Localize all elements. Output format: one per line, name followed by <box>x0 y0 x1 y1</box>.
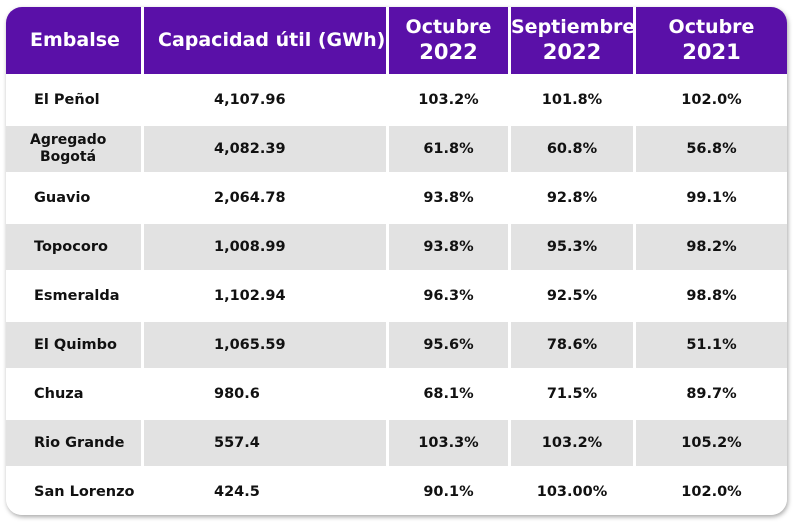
table-row: Agregado Bogotá 4,082.39 61.8% 60.8% 56.… <box>6 123 787 172</box>
cell-oct-2021: 99.1% <box>636 172 787 221</box>
cell-oct-2022: 61.8% <box>389 123 511 172</box>
cell-oct-2021: 102.0% <box>636 74 787 123</box>
cell-oct-2021: 51.1% <box>636 319 787 368</box>
cell-oct-2021: 98.2% <box>636 221 787 270</box>
header-oct-2022: Octubre 2022 <box>389 7 511 74</box>
header-oct-2022-year: 2022 <box>419 39 478 64</box>
table-row: San Lorenzo 424.5 90.1% 103.00% 102.0% <box>6 466 787 515</box>
cell-oct-2022: 103.2% <box>389 74 511 123</box>
cell-embalse: Chuza <box>6 368 144 417</box>
cell-capacidad: 1,102.94 <box>144 270 389 319</box>
cell-capacidad: 4,082.39 <box>144 123 389 172</box>
header-capacidad: Capacidad útil (GWh) <box>144 7 389 74</box>
table-row: Esmeralda 1,102.94 96.3% 92.5% 98.8% <box>6 270 787 319</box>
cell-embalse-line-1: Agregado <box>30 131 107 148</box>
cell-sep-2022: 71.5% <box>511 368 636 417</box>
header-oct-2022-month: Octubre <box>405 16 492 38</box>
reservoir-table-card: Embalse Capacidad útil (GWh) Octubre 202… <box>6 7 787 515</box>
cell-oct-2022: 93.8% <box>389 172 511 221</box>
cell-oct-2022: 95.6% <box>389 319 511 368</box>
cell-capacidad: 4,107.96 <box>144 74 389 123</box>
cell-sep-2022: 92.5% <box>511 270 636 319</box>
cell-embalse: Guavio <box>6 172 144 221</box>
cell-embalse: El Peñol <box>6 74 144 123</box>
cell-embalse: Esmeralda <box>6 270 144 319</box>
cell-embalse: Topocoro <box>6 221 144 270</box>
cell-sep-2022: 103.2% <box>511 417 636 466</box>
cell-sep-2022: 92.8% <box>511 172 636 221</box>
header-sep-2022-year: 2022 <box>542 39 602 64</box>
cell-embalse: Rio Grande <box>6 417 144 466</box>
table-row: Rio Grande 557.4 103.3% 103.2% 105.2% <box>6 417 787 466</box>
cell-capacidad: 424.5 <box>144 466 389 515</box>
table-row: Chuza 980.6 68.1% 71.5% 89.7% <box>6 368 787 417</box>
cell-oct-2022: 93.8% <box>389 221 511 270</box>
cell-sep-2022: 60.8% <box>511 123 636 172</box>
cell-oct-2021: 102.0% <box>636 466 787 515</box>
table-row: Topocoro 1,008.99 93.8% 95.3% 98.2% <box>6 221 787 270</box>
cell-sep-2022: 78.6% <box>511 319 636 368</box>
header-oct-2021-month: Octubre <box>668 16 755 38</box>
cell-oct-2022: 103.3% <box>389 417 511 466</box>
cell-oct-2021: 56.8% <box>636 123 787 172</box>
cell-embalse-line-2: Bogotá <box>40 149 97 165</box>
cell-oct-2021: 89.7% <box>636 368 787 417</box>
cell-embalse: El Quimbo <box>6 319 144 368</box>
cell-capacidad: 1,008.99 <box>144 221 389 270</box>
cell-oct-2021: 98.8% <box>636 270 787 319</box>
cell-oct-2022: 68.1% <box>389 368 511 417</box>
header-oct-2021: Octubre 2021 <box>636 7 787 74</box>
cell-oct-2022: 96.3% <box>389 270 511 319</box>
table-row: Guavio 2,064.78 93.8% 92.8% 99.1% <box>6 172 787 221</box>
cell-capacidad: 2,064.78 <box>144 172 389 221</box>
table-row: El Peñol 4,107.96 103.2% 101.8% 102.0% <box>6 74 787 123</box>
cell-oct-2021: 105.2% <box>636 417 787 466</box>
table-row: El Quimbo 1,065.59 95.6% 78.6% 51.1% <box>6 319 787 368</box>
cell-oct-2022: 90.1% <box>389 466 511 515</box>
cell-capacidad: 980.6 <box>144 368 389 417</box>
cell-embalse: Agregado Bogotá <box>6 123 144 172</box>
reservoir-table: Embalse Capacidad útil (GWh) Octubre 202… <box>6 7 787 515</box>
header-sep-2022-month: Septiembre <box>511 16 636 38</box>
cell-sep-2022: 95.3% <box>511 221 636 270</box>
cell-embalse: San Lorenzo <box>6 466 144 515</box>
header-row: Embalse Capacidad útil (GWh) Octubre 202… <box>6 7 787 74</box>
header-oct-2021-year: 2021 <box>682 39 741 64</box>
cell-capacidad: 557.4 <box>144 417 389 466</box>
header-embalse: Embalse <box>6 7 144 74</box>
cell-sep-2022: 101.8% <box>511 74 636 123</box>
cell-capacidad: 1,065.59 <box>144 319 389 368</box>
cell-sep-2022: 103.00% <box>511 466 636 515</box>
header-sep-2022: Septiembre 2022 <box>511 7 636 74</box>
